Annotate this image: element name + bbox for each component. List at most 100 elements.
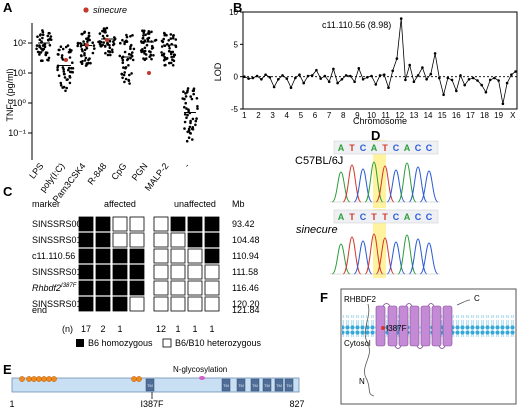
scatter-point [41, 59, 44, 62]
lod-point [480, 83, 484, 87]
scatter-point [92, 44, 96, 47]
scatter-point [108, 50, 111, 54]
scatter-point [160, 53, 164, 57]
legend-b6-swatch [76, 339, 84, 347]
genotype-cell [204, 232, 220, 248]
lod-point [306, 74, 310, 78]
scatter-point [76, 44, 79, 48]
lod-point [467, 78, 471, 81]
scatter-point [140, 50, 143, 54]
legend-het: B6/B10 heterozygous [175, 338, 262, 348]
ytick-label-b: 10 [229, 8, 238, 17]
tm-label: TM [238, 383, 244, 388]
genotype-cell [170, 232, 186, 248]
scatter-point [62, 70, 66, 73]
genotype-cell [153, 280, 169, 296]
scatter-point [142, 34, 145, 37]
scatter-point [68, 81, 72, 85]
scatter-point [186, 113, 189, 117]
scatter-point [143, 46, 147, 50]
scatter-point [112, 42, 116, 46]
scatter-point [98, 32, 102, 35]
trace-peak [419, 242, 439, 275]
tm-domains: TM TM TM TM TM TM TM [145, 378, 294, 392]
lod-point [344, 74, 348, 77]
header-mb: Mb [232, 199, 245, 209]
lod-point [438, 76, 441, 80]
lod-point [488, 78, 492, 82]
genotype-cell [78, 264, 94, 280]
scatter-point [130, 72, 133, 75]
scatter-point [129, 35, 132, 38]
scatter-point [174, 45, 178, 49]
scatter-point [68, 56, 72, 59]
lod-point [361, 78, 365, 81]
tm-domain [274, 378, 284, 392]
genotype-cell [78, 280, 94, 296]
genotype-cell [112, 216, 128, 232]
marker-mb: 110.94 [232, 251, 259, 261]
scatter-point [189, 95, 192, 98]
scatter-point [106, 34, 109, 38]
marker-mb: 111.58 [232, 267, 258, 277]
scatter-point [192, 87, 196, 90]
scatter-point [47, 56, 51, 60]
scatter-point [119, 41, 122, 45]
c-terminal-tail [456, 299, 471, 306]
lod-point [493, 76, 496, 80]
scatter-point [131, 51, 134, 54]
scatter-point [123, 71, 126, 74]
scatter-point [76, 42, 80, 45]
genotype-cell [129, 280, 145, 296]
lod-point [463, 83, 467, 87]
genotype-cell [95, 248, 111, 264]
xlabel-a-5: PGN [130, 161, 150, 183]
base-letter: T [371, 212, 377, 222]
tm-helix [442, 305, 453, 347]
scatter-point [83, 59, 87, 62]
scatter-point [61, 58, 65, 61]
genotype-cell [153, 232, 169, 248]
trace-peak [342, 164, 362, 203]
genotype-cell [153, 216, 169, 232]
mutation-label-e: I387F [140, 399, 164, 408]
scatter-point [63, 76, 67, 79]
marker-mb: 93.42 [232, 219, 255, 229]
header-affected: affected [104, 199, 136, 209]
scatter-point [38, 38, 42, 41]
tm-label: TM [286, 383, 292, 388]
scatter-point [44, 53, 47, 56]
base-letter: T [349, 212, 355, 222]
scatter-point [46, 34, 50, 38]
scatter-point [61, 66, 65, 69]
base-letter: A [338, 212, 345, 222]
lod-point [332, 67, 335, 71]
legend-dot [83, 7, 89, 13]
scatter-point [174, 38, 178, 41]
lod-line [244, 18, 516, 104]
marker-mb: 104.48 [232, 235, 260, 245]
scatter-point [144, 33, 147, 37]
marker-name: c11.110.56 [32, 251, 75, 261]
xtick-label-b: 5 [299, 111, 304, 120]
scatter-point [71, 61, 74, 64]
scatter-point [87, 31, 91, 35]
scatter-point [65, 78, 69, 82]
panel-a-legend: sinecure [83, 5, 127, 15]
scatter-point [64, 45, 68, 49]
genotype-cell [112, 264, 128, 280]
scatter-point [81, 49, 84, 53]
xtick-label-b: 9 [355, 111, 360, 120]
lod-point [243, 75, 246, 78]
scatter-point [108, 44, 111, 47]
scatter-point [113, 36, 116, 39]
scatter-point [196, 107, 199, 110]
scatter-point [102, 41, 106, 44]
trace-peak [342, 236, 362, 275]
scatter-point [59, 81, 63, 85]
scatter-point [150, 30, 153, 34]
ytick-a-2: 10⁰ [12, 98, 26, 108]
scatter-point [169, 52, 173, 56]
scatter-point [195, 117, 198, 120]
